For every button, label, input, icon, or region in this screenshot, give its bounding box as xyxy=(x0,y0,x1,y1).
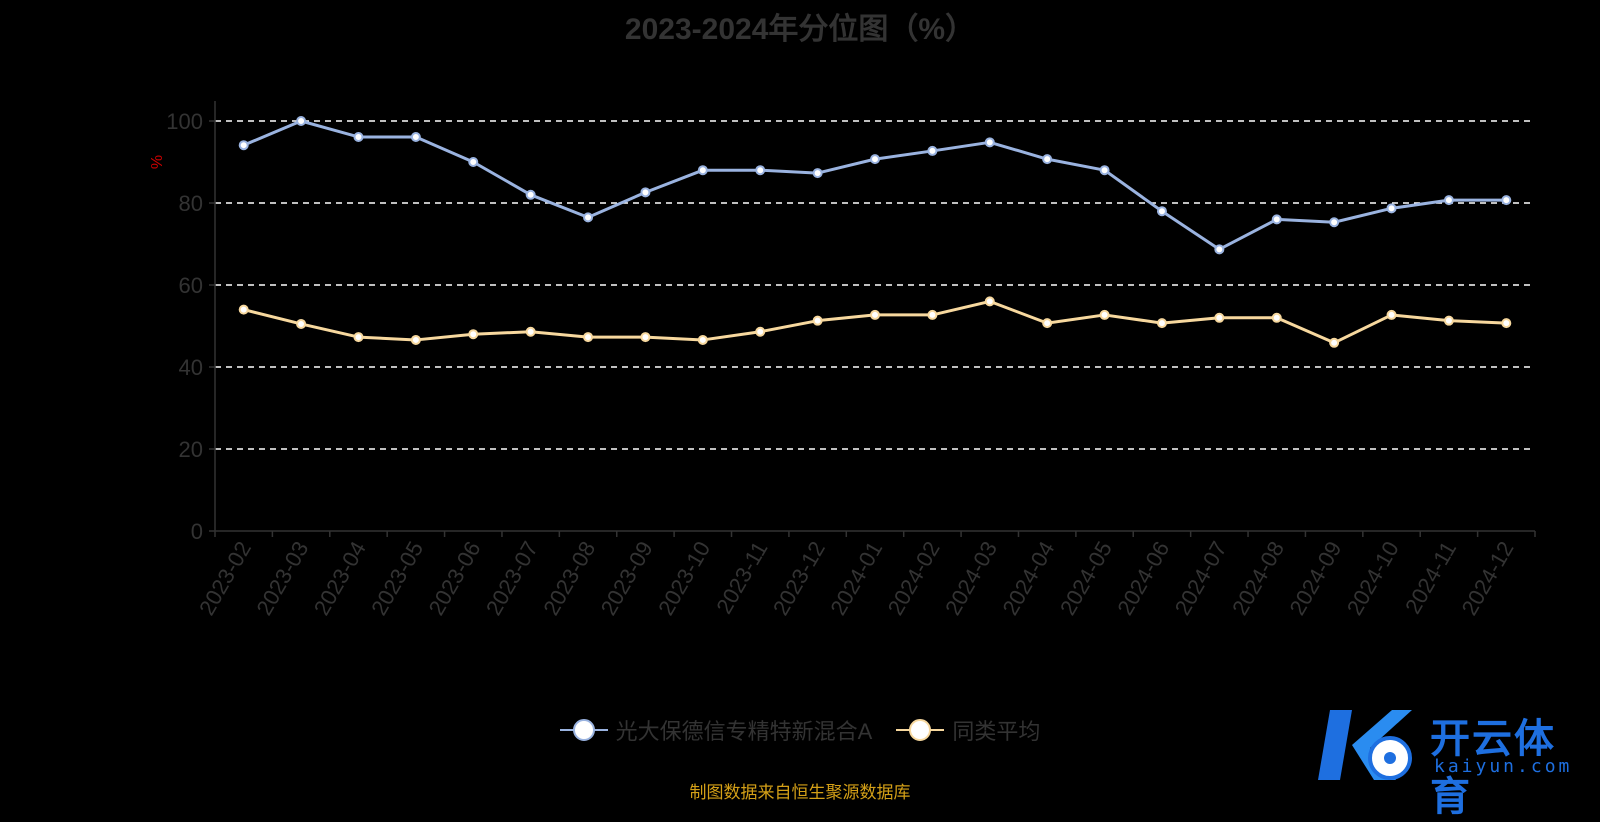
legend-swatch-average xyxy=(896,719,945,741)
series-line-1 xyxy=(243,299,1507,345)
data-point-1 xyxy=(296,318,307,329)
x-tick-label: 2024-06 xyxy=(1112,537,1174,619)
data-point-0 xyxy=(296,116,307,126)
data-point-1 xyxy=(984,296,995,307)
data-point-1 xyxy=(1042,318,1053,329)
data-point-0 xyxy=(583,212,594,223)
data-point-1 xyxy=(640,332,651,343)
data-point-1 xyxy=(1443,315,1454,326)
legend-item-average[interactable]: 同类平均 xyxy=(896,714,1040,746)
data-point-1 xyxy=(927,309,938,320)
x-tick-label: 2023-11 xyxy=(711,537,772,618)
y-tick-label: 80 xyxy=(179,191,203,216)
x-tick-label: 2024-09 xyxy=(1284,537,1346,619)
x-tick-label: 2024-10 xyxy=(1342,537,1404,619)
data-point-1 xyxy=(1501,318,1512,329)
data-point-1 xyxy=(755,326,766,337)
x-tick-label: 2024-08 xyxy=(1227,537,1289,619)
y-tick-label: 40 xyxy=(179,355,203,380)
data-point-1 xyxy=(238,304,249,315)
data-point-0 xyxy=(640,187,651,198)
chart-title: 2023-2024年分位图（%） xyxy=(624,13,976,46)
data-point-1 xyxy=(410,334,421,345)
x-tick-label: 2023-06 xyxy=(424,537,486,619)
data-point-1 xyxy=(697,334,708,345)
data-point-1 xyxy=(1386,309,1397,320)
chart-plot: 020406080100%2023-022023-032023-042023-0… xyxy=(149,101,1536,619)
data-point-1 xyxy=(1271,312,1282,323)
data-point-0 xyxy=(353,131,364,142)
watermark-logo: 开云体育 kaiyun.com xyxy=(1312,700,1592,819)
data-point-0 xyxy=(1214,244,1225,255)
data-point-1 xyxy=(353,332,364,343)
data-point-0 xyxy=(410,131,421,142)
data-point-0 xyxy=(1271,214,1282,225)
data-point-0 xyxy=(812,168,823,179)
x-tick-label: 2023-04 xyxy=(309,537,371,619)
data-point-0 xyxy=(870,154,880,165)
x-tick-label: 2024-03 xyxy=(940,537,1002,619)
data-point-1 xyxy=(468,329,479,340)
legend-swatch-fund xyxy=(559,719,608,741)
kaiyun-logo-icon xyxy=(1318,710,1412,780)
legend-label-fund: 光大保德信专精特新混合A xyxy=(615,719,873,744)
data-point-0 xyxy=(468,157,479,167)
x-tick-label: 2023-03 xyxy=(251,537,313,619)
data-point-1 xyxy=(870,309,880,320)
x-tick-label: 2024-01 xyxy=(825,537,887,619)
y-tick-label: 20 xyxy=(179,437,203,462)
x-tick-label: 2024-05 xyxy=(1055,537,1117,619)
data-point-1 xyxy=(1099,309,1110,320)
x-tick-label: 2023-05 xyxy=(366,537,428,619)
data-point-0 xyxy=(1386,203,1397,214)
data-point-1 xyxy=(812,315,823,326)
x-tick-label: 2023-12 xyxy=(768,537,830,619)
x-tick-label: 2024-04 xyxy=(997,537,1059,619)
legend-label-average: 同类平均 xyxy=(952,719,1041,744)
data-point-1 xyxy=(1329,337,1340,348)
x-tick-label: 2024-11 xyxy=(1400,537,1461,618)
x-tick-label: 2023-02 xyxy=(194,537,256,619)
x-tick-label: 2023-10 xyxy=(653,537,715,619)
x-tick-label: 2023-08 xyxy=(538,537,600,619)
data-point-0 xyxy=(1443,195,1454,206)
y-tick-label: 0 xyxy=(191,519,203,544)
data-point-0 xyxy=(1156,206,1167,217)
source-note: 制图数据来自恒生聚源数据库 xyxy=(689,783,911,802)
data-point-0 xyxy=(525,189,536,200)
data-point-0 xyxy=(1501,195,1512,206)
legend-item-fund[interactable]: 光大保德信专精特新混合A xyxy=(559,714,873,746)
y-tick-label: 100 xyxy=(166,109,203,134)
data-point-0 xyxy=(984,137,995,148)
x-tick-label: 2024-07 xyxy=(1170,537,1232,619)
data-point-1 xyxy=(583,332,594,343)
data-point-0 xyxy=(1329,217,1340,228)
data-point-1 xyxy=(1156,318,1167,329)
y-axis-label: % xyxy=(149,155,166,169)
y-tick-label: 60 xyxy=(179,273,203,298)
watermark-domain: kaiyun.com xyxy=(1434,756,1573,777)
data-point-0 xyxy=(1099,165,1110,176)
data-point-0 xyxy=(755,165,766,176)
series-line-0 xyxy=(243,119,1507,251)
x-tick-label: 2024-12 xyxy=(1457,537,1519,619)
x-tick-label: 2023-09 xyxy=(596,537,658,619)
data-point-0 xyxy=(238,140,249,151)
data-point-0 xyxy=(1042,154,1053,165)
data-point-1 xyxy=(525,326,536,337)
data-point-1 xyxy=(1214,312,1225,323)
x-tick-label: 2023-07 xyxy=(481,537,543,619)
legend: 光大保德信专精特新混合A 同类平均 xyxy=(0,714,1600,746)
data-point-0 xyxy=(927,145,938,156)
x-tick-label: 2024-02 xyxy=(883,537,945,619)
watermark-brand: 开云体育 xyxy=(1430,717,1556,819)
data-point-0 xyxy=(697,165,708,176)
